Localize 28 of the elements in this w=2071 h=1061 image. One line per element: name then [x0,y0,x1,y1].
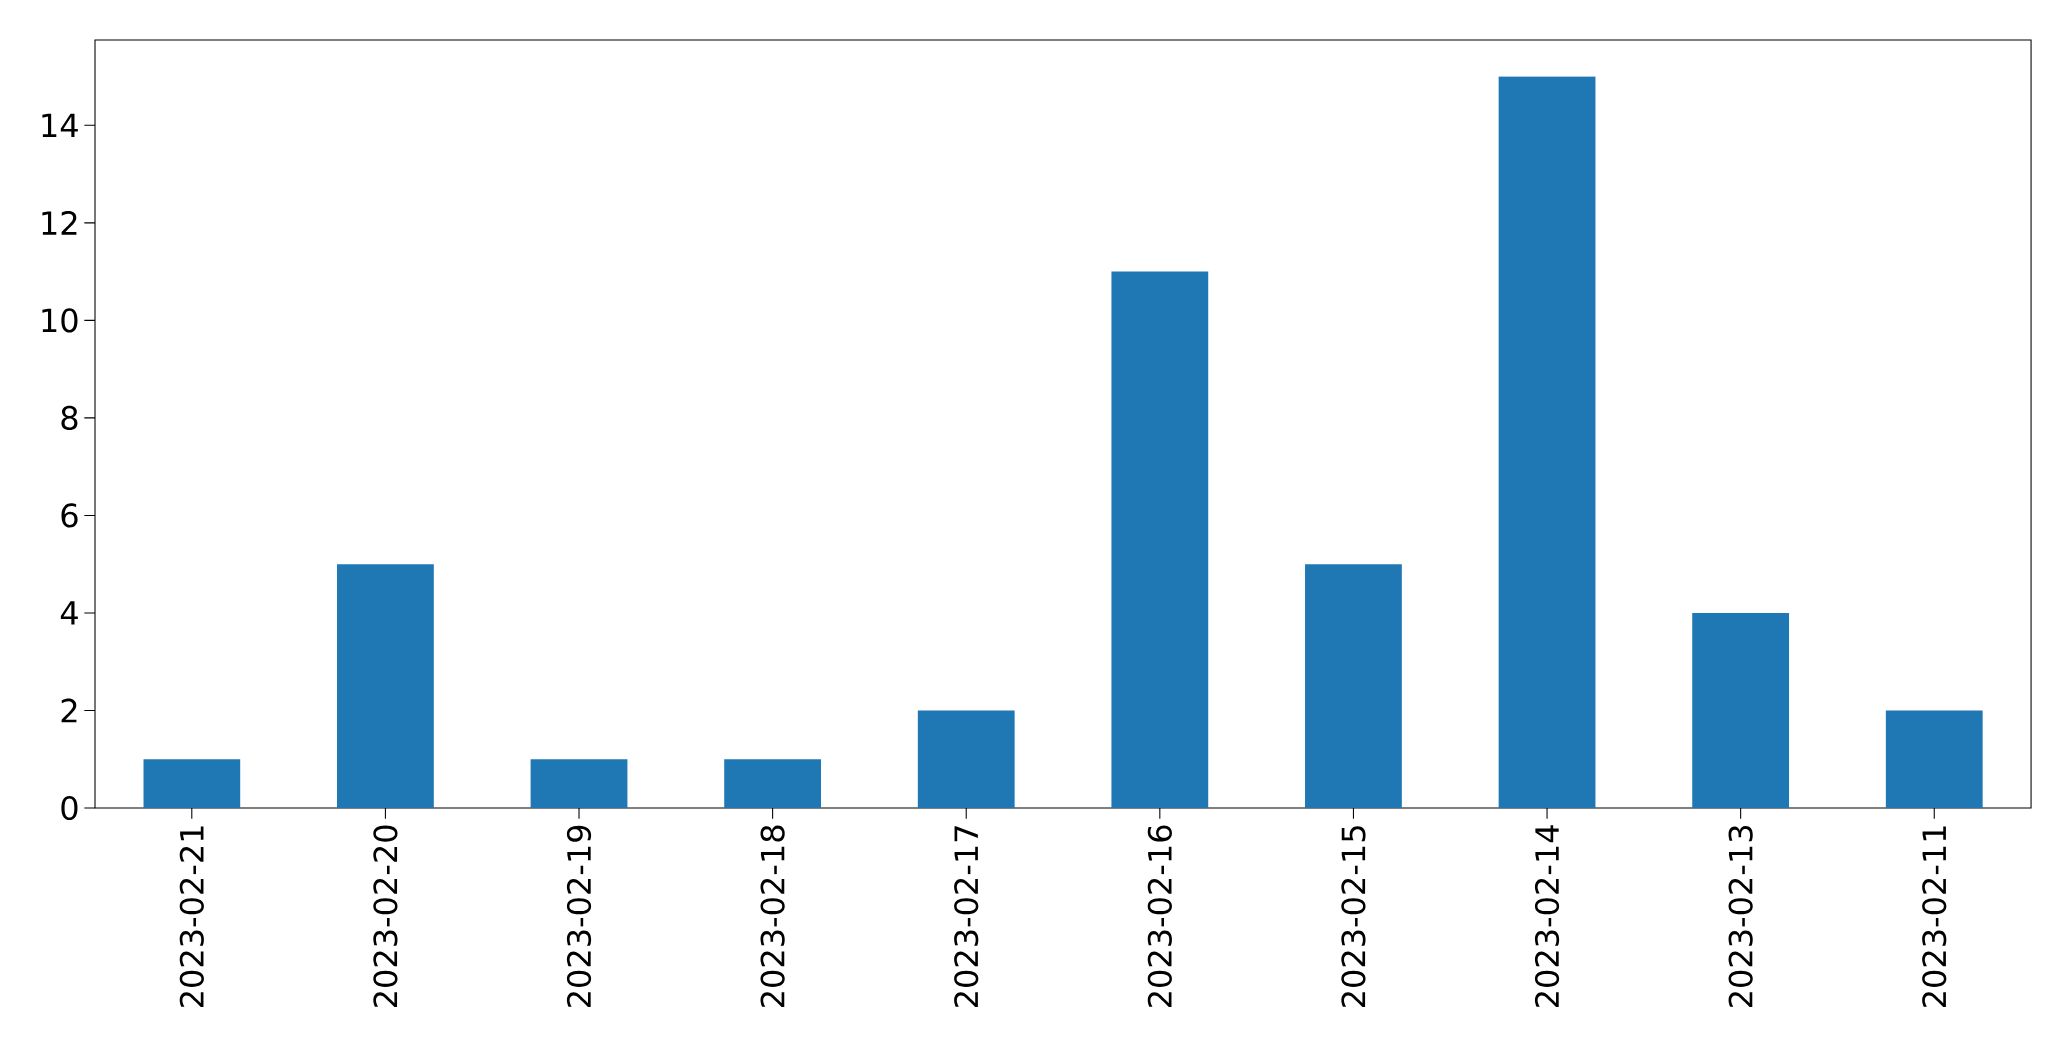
x-tick-label: 2023-02-18 [760,825,785,1008]
bar [530,759,628,808]
x-tick-label: 2023-02-19 [566,825,592,1008]
x-tick-label: 2023-02-20 [373,825,398,1008]
x-tick-label: 2023-02-17 [954,826,979,1008]
bar [1692,612,1790,808]
bar [917,710,1015,808]
bar [1498,76,1596,808]
x-tick-label: 2023-02-14 [1534,825,1560,1008]
x-tick-label: 2023-02-11 [1922,826,1947,1008]
y-tick-label: 10 [42,308,78,333]
y-tick-label: 2 [61,698,77,723]
x-tick-label: 2023-02-21 [179,826,204,1008]
x-tick-label: 2023-02-16 [1147,825,1172,1008]
bar [337,564,434,808]
y-tick-label: 4 [60,601,78,625]
bar [143,759,241,808]
bar [1885,710,1983,808]
x-tick-label: 2023-02-15 [1341,826,1366,1008]
y-tick-label: 8 [61,405,78,431]
x-tick-label: 2023-02-13 [1728,825,1753,1008]
y-tick-label: 12 [42,210,77,235]
y-tick-label: 0 [61,795,78,821]
y-tick-label: 6 [61,503,78,528]
bar [1305,564,1402,808]
bar [1111,271,1209,808]
bar [724,759,822,808]
y-tick-label: 14 [42,113,78,137]
